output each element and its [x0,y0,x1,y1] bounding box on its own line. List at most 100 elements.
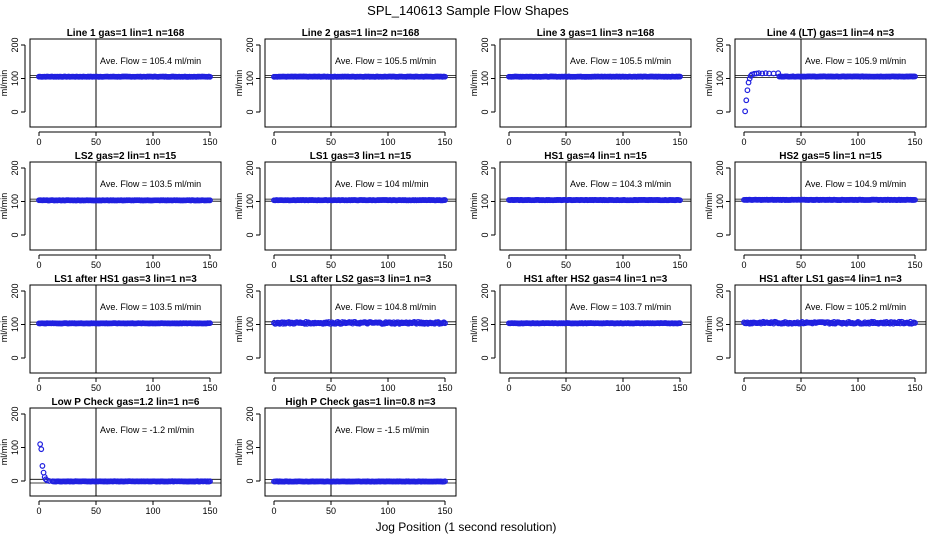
plot-box [29,407,222,497]
plot-box [499,161,692,251]
x-tick-label: 50 [796,260,806,270]
data-points [271,318,448,327]
data-point [770,70,777,77]
x-tick-label: 0 [506,260,511,270]
x-tick-label: 100 [615,260,630,270]
x-tick-label: 0 [271,137,276,147]
y-tick-label: 200 [10,160,20,175]
y-axis-label: ml/min [234,316,244,343]
data-point [37,441,44,448]
data-point [912,73,918,80]
y-tick-label: 0 [480,355,490,360]
x-tick-label: 150 [672,260,687,270]
plot-box [499,38,692,128]
x-tick-label: 150 [907,260,922,270]
x-tick-label: 100 [850,383,865,393]
data-point [677,320,683,327]
average-flow-annotation: Ave. Flow = 104.9 ml/min [805,179,906,189]
panel: Low P Check gas=1.2 lin=1 n=6 0 50 100 150 0 1… [0,397,222,516]
x-tick-label: 0 [36,383,41,393]
data-points [506,73,683,80]
y-tick-label: 0 [10,355,20,360]
x-tick-label: 50 [326,383,336,393]
data-point [207,478,213,485]
x-tick-label: 0 [271,383,276,393]
y-tick-label: 200 [10,283,20,298]
x-tick-label: 100 [850,260,865,270]
average-flow-annotation: Ave. Flow = 103.5 ml/min [100,179,201,189]
data-point [759,70,766,77]
data-point [207,197,213,204]
panel-title: High P Check gas=1 lin=0.8 n=3 [285,397,436,408]
average-flow-annotation: Ave. Flow = 103.7 ml/min [570,302,671,312]
x-tick-label: 150 [672,383,687,393]
x-tick-label: 150 [437,383,452,393]
data-point [743,97,750,104]
x-tick-label: 50 [91,506,101,516]
data-points [37,441,213,485]
y-tick-label: 100 [715,317,725,332]
x-tick-label: 100 [850,137,865,147]
x-tick-label: 100 [615,137,630,147]
x-tick-label: 150 [202,506,217,516]
plot-box [264,284,457,374]
y-tick-label: 200 [480,37,490,52]
average-flow-annotation: Ave. Flow = 105.5 ml/min [570,56,671,66]
average-flow-annotation: Ave. Flow = 104 ml/min [335,179,429,189]
data-points [36,197,213,204]
x-tick-label: 50 [326,260,336,270]
x-tick-label: 50 [796,383,806,393]
y-tick-label: 100 [245,71,255,86]
x-tick-label: 50 [326,506,336,516]
panel-title: LS1 gas=3 lin=1 n=15 [310,151,412,162]
x-tick-label: 100 [380,383,395,393]
average-flow-annotation: Ave. Flow = 105.5 ml/min [335,56,436,66]
x-tick-label: 150 [437,137,452,147]
data-point [677,197,683,204]
data-point [207,73,213,80]
average-flow-annotation: Ave. Flow = 105.4 ml/min [100,56,201,66]
y-tick-label: 100 [10,317,20,332]
figure-xlabel: Jog Position (1 second resolution) [376,520,557,534]
x-tick-label: 100 [615,383,630,393]
data-points [506,196,683,204]
x-tick-label: 150 [437,506,452,516]
average-flow-annotation: Ave. Flow = -1.2 ml/min [100,425,194,435]
y-tick-label: 0 [10,232,20,237]
panel: HS1 after HS2 gas=4 lin=1 n=3 0 50 100 150 0 1… [469,274,692,393]
panel-title: Line 3 gas=1 lin=3 n=168 [537,28,655,39]
y-tick-label: 200 [480,160,490,175]
y-tick-label: 200 [10,406,20,421]
panel: Line 3 gas=1 lin=3 n=168 0 50 100 150 0 100 200… [469,28,692,147]
x-tick-label: 100 [380,506,395,516]
x-tick-label: 0 [506,383,511,393]
y-tick-label: 100 [245,317,255,332]
data-point [677,73,683,80]
x-tick-label: 50 [561,260,571,270]
x-tick-label: 0 [741,260,746,270]
y-axis-label: ml/min [234,439,244,466]
y-tick-label: 200 [715,160,725,175]
y-tick-label: 0 [480,232,490,237]
panel: Line 2 gas=1 lin=2 n=168 0 50 100 150 0 100 200… [234,28,457,147]
y-axis-label: ml/min [0,70,9,97]
x-tick-label: 50 [561,383,571,393]
y-tick-label: 0 [245,232,255,237]
y-tick-label: 200 [245,406,255,421]
x-tick-label: 100 [145,260,160,270]
x-tick-label: 0 [741,137,746,147]
y-tick-label: 100 [480,194,490,209]
y-tick-label: 0 [245,478,255,483]
x-tick-label: 0 [271,506,276,516]
y-tick-label: 100 [480,317,490,332]
panels: Line 1 gas=1 lin=1 n=168 0 50 100 150 0 100 200… [0,28,927,516]
y-axis-label: ml/min [704,316,714,343]
y-tick-label: 100 [480,71,490,86]
x-tick-label: 0 [741,383,746,393]
plot-box [499,284,692,374]
y-axis-label: ml/min [234,193,244,220]
plot-box [29,38,222,128]
x-tick-label: 150 [437,260,452,270]
y-tick-label: 0 [480,109,490,114]
